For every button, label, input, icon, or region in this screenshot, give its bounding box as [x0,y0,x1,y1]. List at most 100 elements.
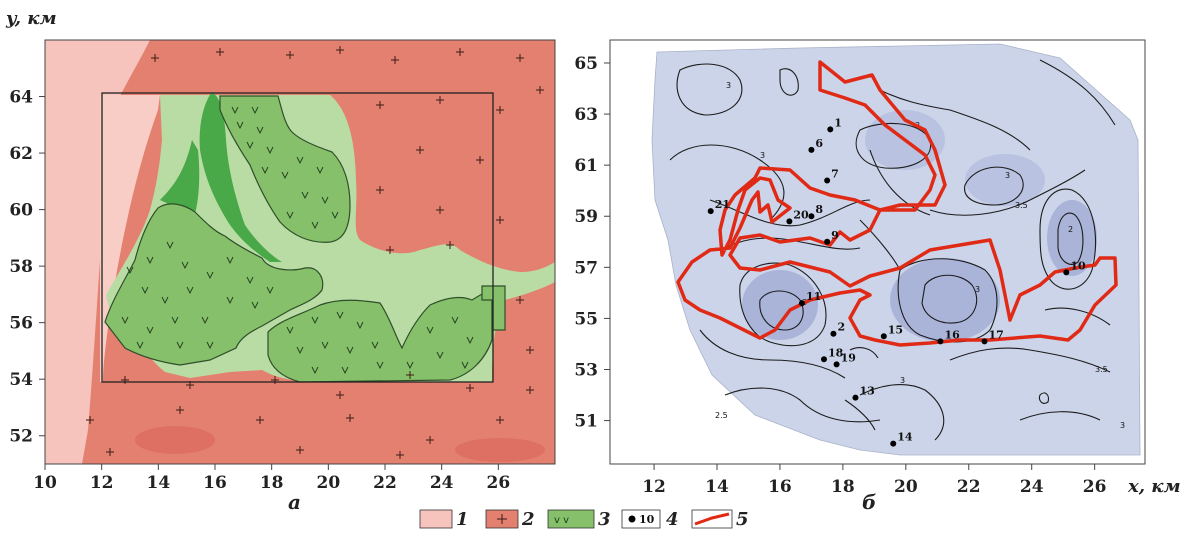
well-label: 14 [897,431,913,444]
well-marker [937,338,944,345]
granite-cross-mark [456,48,464,56]
left-y-tick-label: 54 [9,370,33,390]
volcanic-v-mark [266,146,274,155]
legend-red-line-icon [694,512,730,526]
granite-cross-mark [516,54,524,62]
granite-cross-mark [151,54,159,62]
well-marker [830,330,837,337]
granite-cross-mark [496,416,504,424]
volcanic-v-mark [296,156,304,165]
well-marker [821,356,827,363]
volcanic-v-mark [341,366,349,375]
study-area-frame [101,92,494,383]
well-label: 18 [828,346,844,359]
volcanic-v-mark [201,316,209,325]
well-marker [798,300,805,307]
volcanic-v-mark [261,166,269,175]
well-marker [880,333,887,340]
legend-item-2: 2 [485,509,535,530]
legend-label-4: 4 [666,509,679,530]
well-label: 7 [831,167,839,180]
granite-dark-blob [455,438,545,462]
volcanic-v-mark [311,316,319,325]
left-x-axis: 10 12 14 16 18 20 22 24 26 [33,464,510,493]
well-label: 6 [815,137,823,150]
right-x-axis-title: x, км [1127,476,1181,497]
svg-text:3: 3 [760,151,765,160]
dark-green-streak [199,92,282,262]
volcanic-symbols [121,106,474,375]
right-y-tick-label: 53 [574,360,598,380]
right-x-tick-label: 20 [894,477,918,497]
granite-cross-mark [396,451,404,459]
well-label: 2 [837,321,845,334]
volcanic-v-mark [311,221,319,230]
legend-item-3: v v 3 [547,509,611,530]
svg-text:3: 3 [726,81,731,90]
right-x-axis: 12 14 16 18 20 22 24 26 [642,464,1106,497]
legend-well-dot-icon [628,515,636,523]
left-y-tick-label: 56 [9,314,33,334]
volcanic-v-mark [231,106,239,115]
volcanic-area-west [104,203,324,366]
left-x-tick-label: 14 [146,473,170,493]
volcanic-v-mark [166,241,174,250]
well-marker [707,208,714,215]
svg-text:2: 2 [1068,225,1073,234]
granite-cross-mark [121,376,129,384]
contour-field [651,43,1141,456]
granite-cross-mark [86,416,94,424]
granite-cross-mark [376,101,384,109]
volcanic-v-mark [226,296,234,305]
granite-cross-mark [526,386,534,394]
volcanic-v-mark [356,321,364,330]
svg-text:3.5: 3.5 [1095,365,1108,374]
volcanic-v-mark [146,326,154,335]
well-marker [808,213,815,220]
svg-text:3: 3 [975,285,980,294]
left-x-tick-label: 24 [430,473,454,493]
legend-item-4: 10 4 [621,509,679,530]
granite-dark-blob [135,426,215,454]
volcanic-v-mark [286,211,294,220]
well-label: 21 [715,198,730,211]
volcanic-v-mark [301,191,309,200]
svg-text:3: 3 [900,376,905,385]
granite-cross-mark [436,206,444,214]
volcanic-v-mark [141,286,149,295]
left-x-tick-label: 18 [260,473,284,493]
svg-text:2.5: 2.5 [715,411,728,420]
left-y-tick-label: 60 [9,201,33,221]
legend-item-1: 1 [419,509,469,530]
granite-cross-mark [406,371,414,379]
left-panel-caption: а [288,490,301,514]
well-label: 20 [793,208,809,221]
right-x-tick-label: 12 [642,477,666,497]
well-label: 19 [841,351,856,364]
well-label: 1 [834,116,842,129]
pink-inner-zone [100,95,160,382]
volcanic-v-mark [286,326,294,335]
granite-cross-mark [496,216,504,224]
volcanic-v-mark [346,346,354,355]
granite-cross-mark [391,56,399,64]
well-marker [1063,269,1070,276]
granite-cross-mark [466,384,474,392]
legend-item-5: 5 [691,509,749,530]
legend-label-1: 1 [456,509,469,530]
volcanic-area-south [267,290,493,383]
right-x-tick-label: 18 [831,477,855,497]
right-panel-caption: б [862,490,876,514]
svg-text:3: 3 [1120,421,1125,430]
granite-cross-mark [296,446,304,454]
volcanic-v-mark [321,341,329,350]
right-y-tick-label: 63 [574,105,598,125]
volcanic-v-mark [256,126,264,135]
left-x-tick-label: 20 [316,473,340,493]
granite-cross-mark [386,246,394,254]
volcanic-v-mark [376,361,384,370]
legend-label-3: 3 [598,509,611,530]
light-pink-zone [45,40,150,464]
contour-low-zone [890,258,1000,342]
